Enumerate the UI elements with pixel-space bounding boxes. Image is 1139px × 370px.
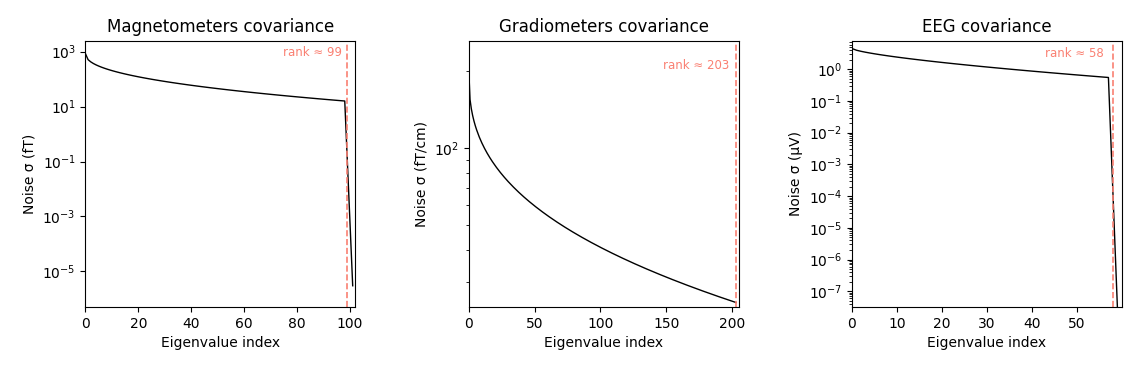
X-axis label: Eigenvalue index: Eigenvalue index [544,336,663,350]
Y-axis label: Noise σ (fT): Noise σ (fT) [23,134,36,214]
Title: Magnetometers covariance: Magnetometers covariance [107,18,334,36]
Text: rank ≈ 203: rank ≈ 203 [663,58,729,72]
Title: Gradiometers covariance: Gradiometers covariance [499,18,708,36]
Text: rank ≈ 58: rank ≈ 58 [1046,47,1104,60]
Y-axis label: Noise σ (μV): Noise σ (μV) [789,131,803,216]
X-axis label: Eigenvalue index: Eigenvalue index [927,336,1047,350]
Y-axis label: Noise σ (fT/cm): Noise σ (fT/cm) [415,121,428,227]
Text: rank ≈ 99: rank ≈ 99 [284,46,342,59]
X-axis label: Eigenvalue index: Eigenvalue index [161,336,280,350]
Title: EEG covariance: EEG covariance [923,18,1051,36]
